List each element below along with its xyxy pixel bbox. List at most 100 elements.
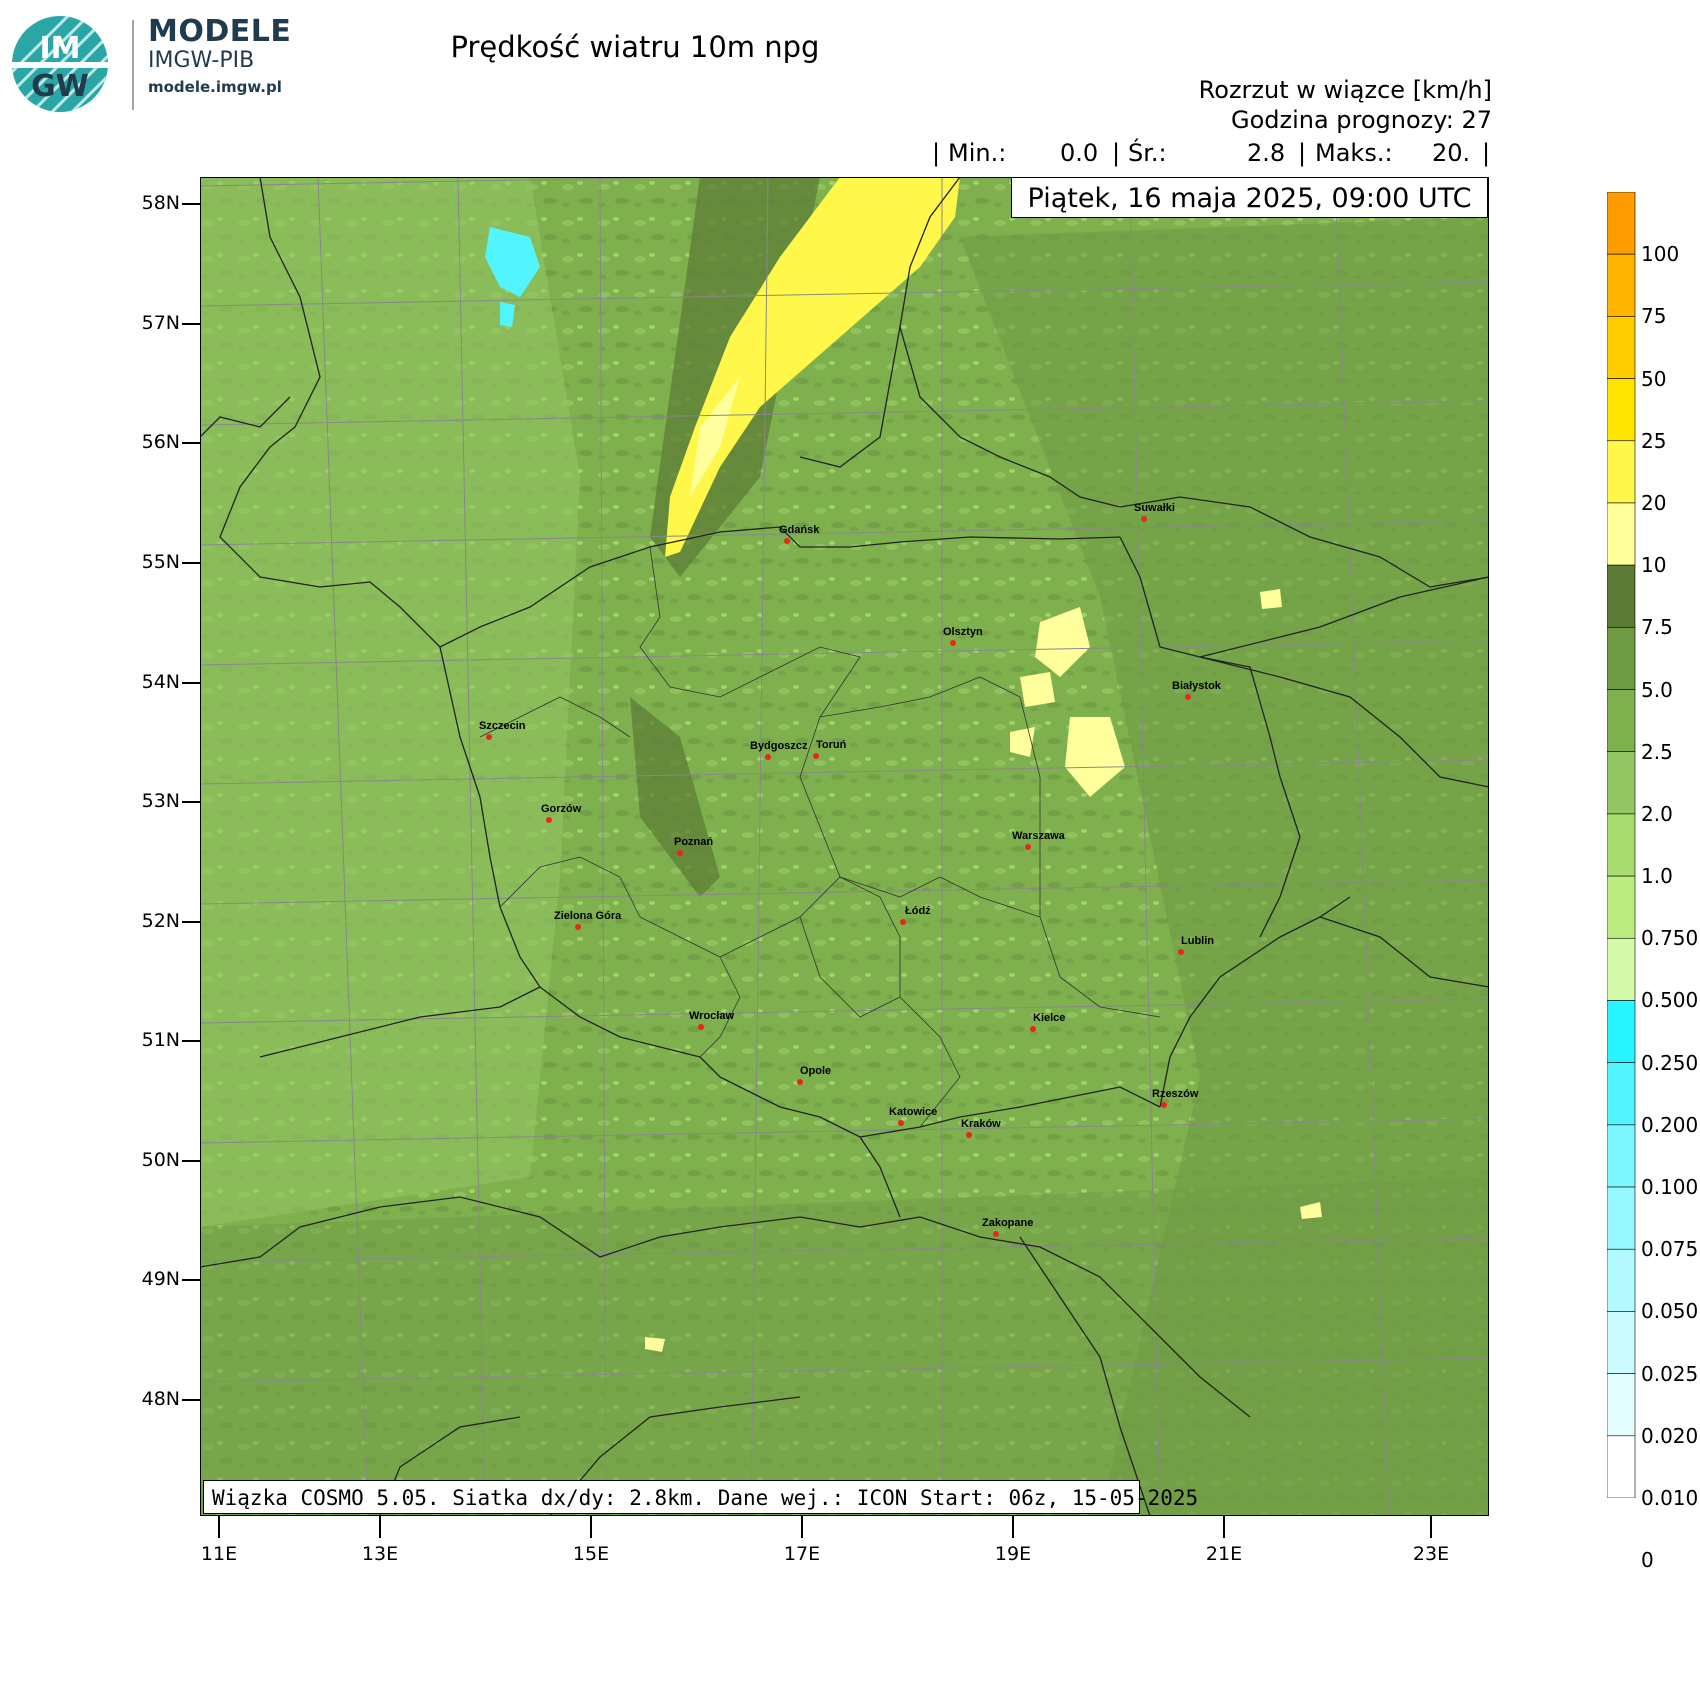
legend-swatch: [1607, 253, 1636, 317]
stats-min-value: 0.0: [1060, 139, 1099, 167]
legend-label: 50: [1641, 366, 1667, 391]
legend-swatch: [1607, 937, 1636, 1001]
dark-region-east: [960, 217, 1489, 1516]
city-label: Zielona Góra: [554, 910, 622, 922]
city-marker: [813, 753, 819, 759]
brand-url[interactable]: modele.imgw.pl: [148, 78, 282, 96]
map-title: Prędkość wiatru 10m npg: [450, 30, 820, 64]
city-poznan[interactable]: Poznań: [674, 836, 713, 856]
city-zakopane[interactable]: Zakopane: [982, 1217, 1033, 1237]
legend-label: 5.0: [1641, 677, 1673, 702]
city-marker: [1161, 1102, 1167, 1108]
legend-swatch: [1607, 1000, 1636, 1063]
city-torun[interactable]: Toruń: [813, 739, 847, 759]
legend-swatch: [1607, 689, 1636, 753]
stats-mean-label: Śr.:: [1128, 139, 1167, 167]
city-marker: [575, 924, 581, 930]
legend-label: 0.500: [1641, 988, 1699, 1013]
city-label: Łódź: [905, 905, 931, 917]
forecast-hour: Godzina prognozy: 27: [1230, 106, 1492, 134]
city-kielce[interactable]: Kielce: [1030, 1012, 1065, 1032]
dark-band-central: [630, 697, 720, 897]
city-label: Szczecin: [479, 720, 526, 732]
lon-label: 23E: [1412, 1543, 1450, 1565]
city-label: Toruń: [816, 739, 847, 751]
city-label: Białystok: [1172, 680, 1222, 692]
color-legend: [1607, 192, 1636, 1498]
city-label: Rzeszów: [1152, 1088, 1199, 1100]
city-label: Zakopane: [982, 1217, 1033, 1229]
legend-label: 10: [1641, 553, 1667, 578]
city-bydgoszcz[interactable]: Bydgoszcz: [750, 740, 808, 760]
city-olsztyn[interactable]: Olsztyn: [943, 626, 983, 646]
legend-swatch: [1607, 502, 1636, 566]
stats-separator: |: [932, 139, 941, 167]
stats-separator: |: [1112, 139, 1121, 167]
logo-text-top: IM: [39, 31, 80, 66]
legend-swatch: [1607, 316, 1636, 379]
high-spread-plume-core: [690, 377, 740, 497]
stats-max-value: 20.: [1432, 139, 1471, 167]
city-marker: [784, 538, 790, 544]
high-spread-patch: [645, 1337, 665, 1352]
legend-label: 25: [1641, 428, 1667, 453]
valid-date: Piątek, 16 maja 2025, 09:00 UTC: [1011, 177, 1488, 218]
city-label: Warszawa: [1012, 830, 1066, 842]
lat-label: 51N: [141, 1029, 180, 1051]
lat-label: 56N: [141, 431, 180, 453]
city-marker: [797, 1079, 803, 1085]
legend-label: 2.0: [1641, 801, 1673, 826]
legend-label: 0.075: [1641, 1237, 1699, 1262]
city-marker: [993, 1231, 999, 1237]
city-opole[interactable]: Opole: [797, 1065, 831, 1085]
city-szczecin[interactable]: Szczecin: [479, 720, 526, 740]
lat-tick: [182, 562, 200, 564]
light-region-west: [200, 177, 580, 1227]
lon-tick: [379, 1516, 381, 1538]
city-rzeszow[interactable]: Rzeszów: [1152, 1088, 1199, 1108]
city-label: Katowice: [889, 1106, 937, 1118]
legend-swatch: [1607, 751, 1636, 815]
city-bialystok[interactable]: Białystok: [1172, 680, 1222, 700]
city-zielona-gora[interactable]: Zielona Góra: [554, 910, 622, 930]
forecast-map: Gdańsk Suwałki Olsztyn Białystok Szczeci…: [200, 177, 1489, 1516]
city-warszawa[interactable]: Warszawa: [1012, 830, 1066, 850]
province-borders: [479, 546, 1161, 1128]
lat-tick: [182, 203, 200, 205]
high-spread-patch: [1260, 589, 1282, 609]
city-suwalki[interactable]: Suwałki: [1134, 502, 1175, 522]
city-katowice[interactable]: Katowice: [889, 1106, 937, 1126]
legend-swatch: [1607, 192, 1636, 255]
high-spread-patch: [1065, 717, 1125, 797]
lat-label: 49N: [141, 1268, 180, 1290]
city-marker: [546, 817, 552, 823]
legend-label: 0.100: [1641, 1175, 1699, 1200]
run-info: Wiązka COSMO 5.05. Siatka dx/dy: 2.8km. …: [203, 1480, 1198, 1514]
legend-swatch: [1607, 1186, 1636, 1250]
imgw-logo: IM GW: [10, 16, 110, 112]
lat-tick: [182, 682, 200, 684]
city-label: Kraków: [961, 1118, 1001, 1130]
city-gorzow[interactable]: Gorzów: [541, 803, 582, 823]
city-label: Opole: [800, 1065, 831, 1077]
city-layer: Gdańsk Suwałki Olsztyn Białystok Szczeci…: [479, 502, 1222, 1237]
lat-tick: [182, 1279, 200, 1281]
lon-tick: [801, 1516, 803, 1538]
city-marker: [698, 1024, 704, 1030]
lat-label: 55N: [141, 551, 180, 573]
city-wroclaw[interactable]: Wrocław: [689, 1010, 734, 1030]
city-label: Olsztyn: [943, 626, 983, 638]
legend-label: 0.025: [1641, 1361, 1699, 1386]
city-marker: [1185, 694, 1191, 700]
city-label: Gdańsk: [779, 524, 820, 536]
city-krakow[interactable]: Kraków: [961, 1118, 1001, 1138]
city-lublin[interactable]: Lublin: [1178, 935, 1214, 955]
city-gdansk[interactable]: Gdańsk: [779, 524, 820, 544]
legend-label: 1.0: [1641, 864, 1673, 889]
city-lodz[interactable]: Łódź: [900, 905, 931, 925]
cyan-patch: [500, 302, 515, 327]
city-marker: [486, 734, 492, 740]
lon-tick: [590, 1516, 592, 1538]
city-marker: [1141, 516, 1147, 522]
brand-divider: [132, 20, 134, 110]
